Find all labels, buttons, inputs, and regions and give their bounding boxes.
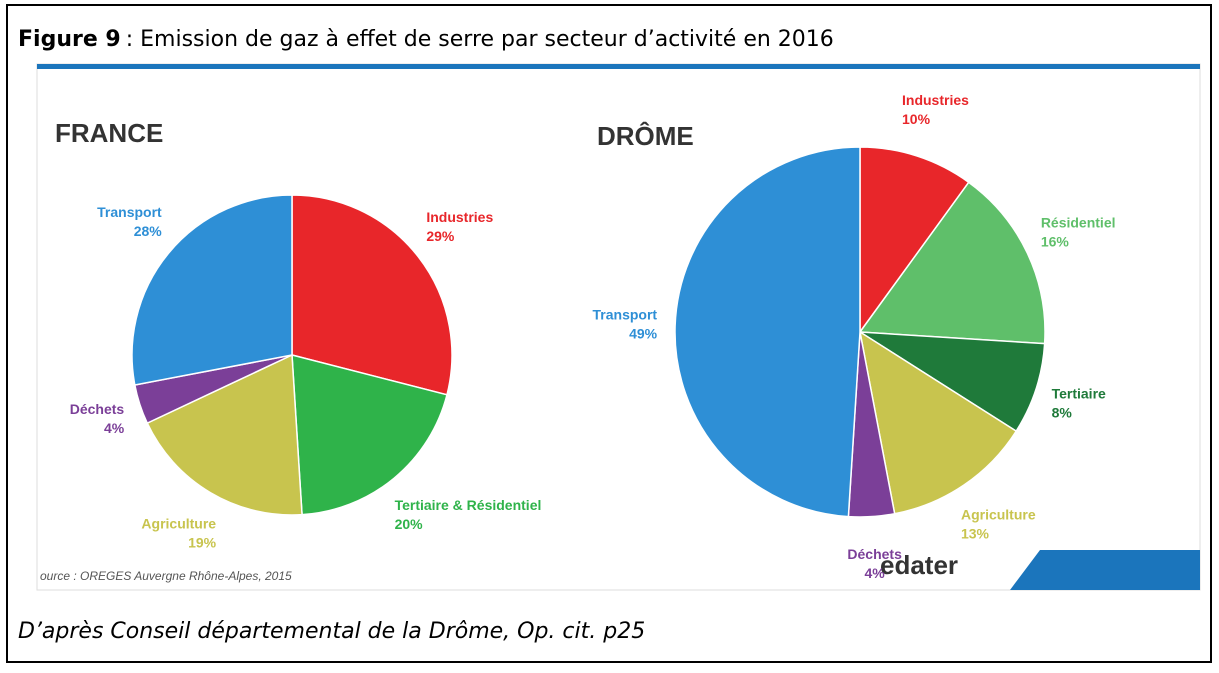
- slice-label: Tertiaire: [1052, 386, 1106, 402]
- slice-value: 19%: [188, 535, 217, 551]
- slice-label: Transport: [593, 306, 658, 322]
- pie-slice: [858, 330, 1018, 515]
- slice-label: Tertiaire & Résidentiel: [395, 497, 542, 513]
- slice-value: 13%: [961, 525, 990, 541]
- slice-value: 10%: [902, 111, 931, 127]
- slice-label: Transport: [97, 204, 162, 220]
- slice-value: 16%: [1041, 233, 1070, 249]
- logo-band: [1010, 550, 1200, 590]
- slice-value: 20%: [395, 516, 424, 532]
- slice-label: Agriculture: [141, 516, 216, 532]
- slice-value: 4%: [865, 565, 886, 581]
- pie-slice: [859, 331, 1046, 433]
- slice-value: 4%: [104, 420, 125, 436]
- pie-slice: [858, 181, 1046, 345]
- slice-label: Industries: [426, 209, 493, 225]
- pie-slice: [291, 354, 448, 516]
- figure-title: : Emission de gaz à effet de serre par s…: [126, 27, 834, 52]
- pie-slice: [131, 194, 293, 386]
- slice-label: Agriculture: [961, 506, 1036, 522]
- figure-number: Figure 9: [18, 27, 121, 52]
- title: Figure 9: Emission de gaz à effet de ser…: [18, 27, 834, 52]
- pie-slice: [674, 146, 861, 518]
- logo: edater: [880, 550, 958, 580]
- slice-value: 8%: [1052, 405, 1073, 421]
- pie-slice: [146, 353, 303, 516]
- slice-label: Industries: [902, 92, 969, 108]
- slice-value: 28%: [134, 223, 163, 239]
- slice-value: 49%: [629, 325, 658, 341]
- slice-value: 29%: [426, 228, 455, 244]
- slice-label: Résidentiel: [1041, 214, 1116, 230]
- pie-title: FRANCE: [55, 118, 163, 148]
- pie-slice: [859, 146, 970, 335]
- source: ource : OREGES Auvergne Rhône-Alpes, 201…: [40, 569, 292, 583]
- pie-title: DRÔME: [597, 121, 694, 151]
- caption: D’après Conseil départemental de la Drôm…: [18, 619, 645, 644]
- slice-label: Déchets: [847, 546, 902, 562]
- top-bar: [37, 64, 1200, 69]
- pie-slice: [291, 194, 453, 396]
- slice-label: Déchets: [70, 401, 125, 417]
